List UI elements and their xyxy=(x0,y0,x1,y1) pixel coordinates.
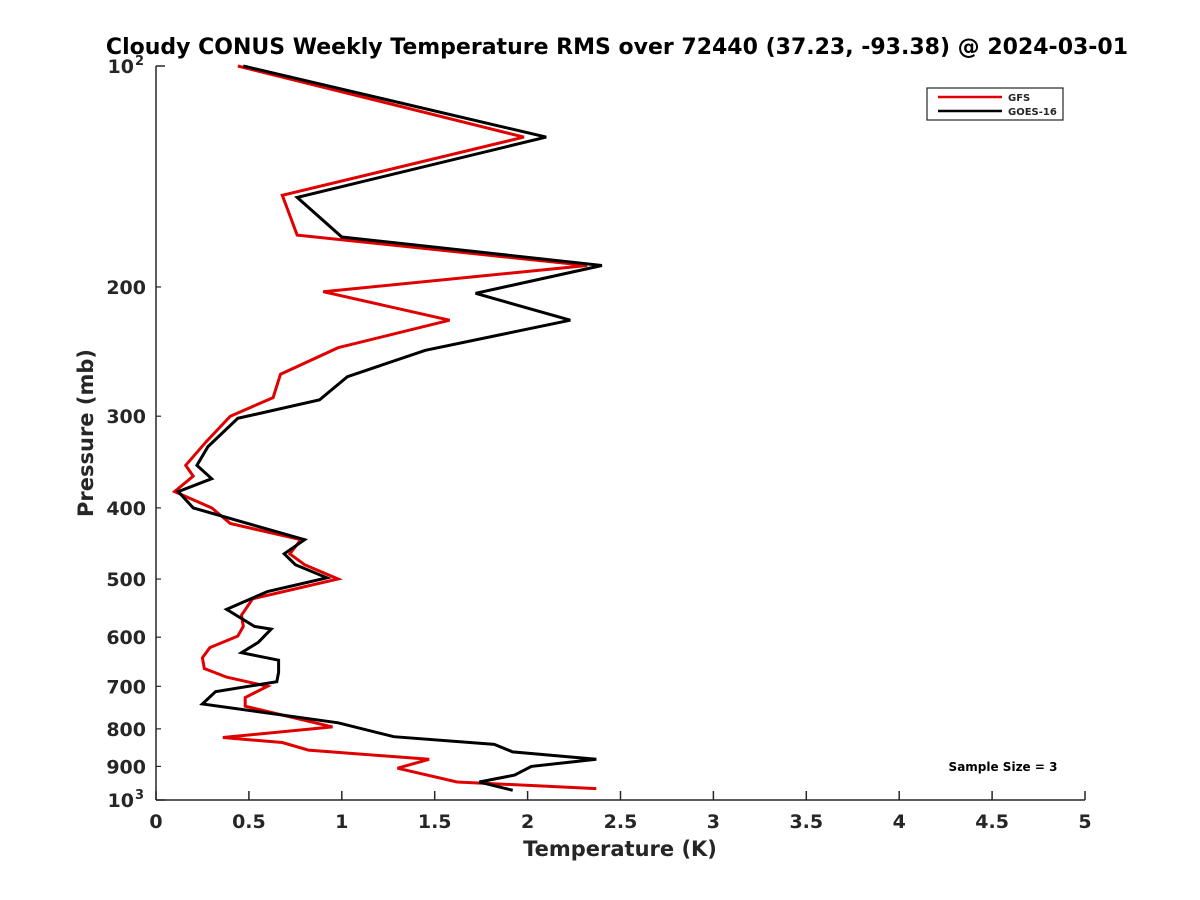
sample-size-annotation: Sample Size = 3 xyxy=(949,760,1058,774)
y-tick-exponent: 2 xyxy=(135,54,144,69)
y-tick-label: 200 xyxy=(106,277,146,299)
series-line-goes-16 xyxy=(175,64,603,792)
x-tick-label: 2.5 xyxy=(604,811,638,833)
y-tick-label: 900 xyxy=(106,756,146,778)
x-tick-label: 0.5 xyxy=(232,811,266,833)
x-tick-label: 5 xyxy=(1078,811,1091,833)
axes-layer: 0 0.5 1 1.5 2 2.5 3 3.5 4 4.5 510 22003004005006007… xyxy=(106,54,1091,833)
y-axis-label: Pressure (mb) xyxy=(74,349,98,517)
legend-label-gfs: GFS xyxy=(1008,93,1030,104)
x-tick-label: 4.5 xyxy=(975,811,1009,833)
y-tick-label: 500 xyxy=(106,569,146,591)
x-tick-label: 1.5 xyxy=(418,811,452,833)
legend: GFS GOES-16 xyxy=(926,87,1064,121)
x-tick-label: 1 xyxy=(335,811,348,833)
x-tick-label: 2 xyxy=(521,811,534,833)
x-axis-label: Temperature (K) xyxy=(523,837,717,861)
x-tick-label: 0 xyxy=(149,811,162,833)
x-tick-label: 3 xyxy=(707,811,720,833)
y-tick-label: 700 xyxy=(106,676,146,698)
y-tick-label: 300 xyxy=(106,406,146,428)
x-tick-label: 4 xyxy=(893,811,906,833)
y-tick-exponent: 3 xyxy=(135,788,144,803)
series-line-gfs xyxy=(171,64,597,791)
y-tick-label: 10 xyxy=(108,56,134,78)
plot-frame xyxy=(156,66,1085,800)
legend-label-goes-16: GOES-16 xyxy=(1008,107,1057,118)
y-tick-label: 600 xyxy=(106,627,146,649)
chart-title: Cloudy CONUS Weekly Temperature RMS over… xyxy=(106,35,1128,60)
x-tick-label: 3.5 xyxy=(789,811,823,833)
y-tick-label: 400 xyxy=(106,498,146,520)
legend-box xyxy=(926,87,1064,121)
y-tick-label: 10 xyxy=(108,790,134,812)
y-tick-label: 800 xyxy=(106,719,146,741)
series-layer xyxy=(171,64,603,792)
